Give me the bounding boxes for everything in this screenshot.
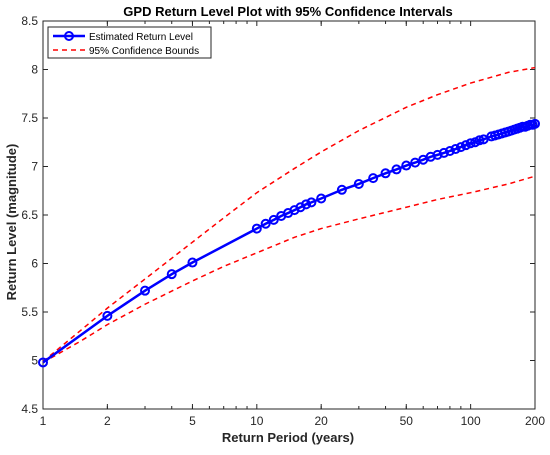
legend-marker-estimated: [64, 31, 74, 41]
x-tick-label: 1: [40, 414, 47, 428]
estimated-return-level-point: [306, 197, 317, 208]
estimated-return-level-point: [336, 184, 347, 195]
legend-label-estimated: Estimated Return Level: [89, 32, 193, 43]
legend: Estimated Return Level 95% Confidence Bou…: [47, 26, 212, 59]
axes-box: [42, 20, 536, 410]
estimated-return-level-point: [432, 149, 443, 160]
y-tick-label: 6: [31, 257, 38, 271]
plot-area: 1 2 5 10 20 50 100 200 4.5 5 5.5 6 6.5 7 7.5 8 8.5: [21, 14, 545, 428]
y-tick-label: 5.5: [21, 305, 38, 319]
y-tick-label: 7: [31, 160, 38, 174]
estimated-return-level-point: [401, 160, 412, 171]
estimated-return-level-point: [438, 147, 449, 158]
estimated-return-level-point: [38, 357, 48, 368]
x-tick-label: 100: [461, 414, 481, 428]
y-tick-label: 5: [31, 354, 38, 368]
y-axis-label: Return Level (magnitude): [4, 144, 19, 301]
estimated-return-level-point: [450, 144, 461, 155]
x-tick-label: 50: [400, 414, 414, 428]
x-tick-label: 20: [315, 414, 329, 428]
estimated-return-level-point: [166, 269, 177, 280]
confidence-upper-bound-line: [42, 66, 536, 363]
estimated-return-level-point: [465, 138, 476, 149]
estimated-return-level-point: [391, 164, 402, 175]
x-tick-label: 5: [189, 414, 196, 428]
estimated-return-level-point: [268, 214, 279, 225]
y-tick-label: 8.5: [21, 14, 38, 28]
chart-title: GPD Return Level Plot with 95% Confidenc…: [123, 4, 452, 19]
estimated-return-level-point: [301, 199, 312, 210]
estimated-return-level-point: [260, 218, 271, 229]
x-axis-label: Return Period (years): [222, 430, 354, 445]
estimated-return-level-point: [140, 285, 151, 296]
x-tick-label: 2: [104, 414, 111, 428]
estimated-return-level-point: [444, 145, 455, 156]
estimated-return-level-point: [251, 223, 262, 234]
estimated-return-level-point: [410, 157, 421, 168]
estimated-return-level-point: [455, 142, 466, 153]
y-tick-label: 6.5: [21, 208, 38, 222]
estimated-return-level-point: [102, 310, 113, 321]
y-tick-label: 8: [31, 63, 38, 77]
confidence-lower-bound-line: [42, 175, 536, 364]
legend-box: [47, 26, 212, 59]
estimated-return-level-point: [353, 178, 364, 189]
estimated-return-level-point: [187, 257, 198, 268]
x-tick-label: 10: [250, 414, 264, 428]
estimated-return-level-point: [460, 140, 471, 151]
y-tick-label: 7.5: [21, 111, 38, 125]
y-tick-label: 4.5: [21, 402, 38, 416]
x-tick-label: 200: [525, 414, 545, 428]
estimated-return-level-point: [380, 168, 391, 179]
estimated-return-level-point: [530, 118, 540, 129]
estimated-return-level-point: [474, 135, 485, 146]
legend-label-confidence: 95% Confidence Bounds: [89, 46, 199, 57]
estimated-return-level-point: [316, 193, 327, 204]
estimated-return-level-point: [368, 173, 379, 184]
